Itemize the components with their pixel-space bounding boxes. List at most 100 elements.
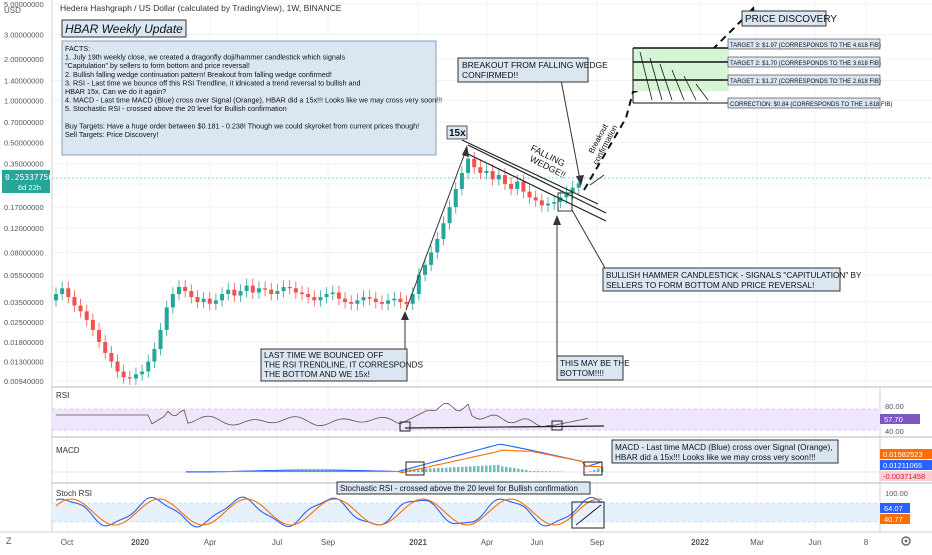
- macd-hist-bar: [425, 469, 428, 472]
- candle-body: [134, 374, 138, 378]
- candle-body: [208, 299, 212, 304]
- candle-body: [472, 159, 476, 167]
- price-tick-label: 0.01300000: [4, 358, 44, 367]
- macd-hist-bar: [533, 471, 536, 472]
- time-tick-label: 2020: [131, 538, 149, 547]
- candle-body: [306, 294, 310, 297]
- candle-body: [497, 175, 501, 179]
- macd-hist-bar: [517, 469, 520, 472]
- price-discovery-label: PRICE DISCOVERY: [745, 14, 837, 25]
- candle-body: [435, 239, 439, 252]
- price-tick-label: 0.17000000: [4, 203, 44, 212]
- bottom-line: BOTTOM!!!!: [560, 369, 604, 378]
- price-tick-label: 0.01800000: [4, 338, 44, 347]
- price-tick-label: 0.00940000: [4, 377, 44, 386]
- candle-body: [97, 330, 101, 342]
- time-tick-label: Sep: [590, 538, 605, 547]
- candle-body: [478, 167, 482, 173]
- bounce-line: LAST TIME WE BOUNCED OFF: [264, 351, 383, 360]
- candle-body: [202, 299, 206, 302]
- candle-body: [282, 287, 286, 291]
- candle-body: [85, 311, 89, 320]
- stoch-note: Stochastic RSI - crossed above the 20 le…: [340, 484, 578, 493]
- macd-hist-bar: [469, 466, 472, 472]
- candle-body: [165, 307, 169, 330]
- macd-label: MACD: [56, 446, 80, 455]
- macd-hist-bar: [477, 466, 480, 472]
- rsi-label: RSI: [56, 391, 69, 400]
- candle-body: [318, 297, 322, 300]
- stoch-value-1: 64.07: [884, 504, 903, 513]
- candle-body: [116, 362, 120, 372]
- macd-hist-bar: [529, 471, 532, 472]
- candle-body: [325, 294, 329, 297]
- candle-body: [152, 349, 156, 361]
- candle-body: [275, 291, 279, 294]
- price-tick-label: 0.08000000: [4, 248, 44, 257]
- candle-body: [546, 204, 550, 206]
- macd-value-3: -0.00371458: [883, 472, 925, 481]
- time-tick-label: Mar: [750, 538, 764, 547]
- macd-hist-bar: [537, 471, 540, 472]
- stoch-value-2: 40.77: [884, 515, 903, 524]
- candle-body: [528, 192, 532, 198]
- rsi-tick-40: 40.00: [885, 427, 904, 436]
- macd-hist-bar: [449, 467, 452, 472]
- candle-body: [195, 297, 199, 302]
- candle-body: [54, 294, 58, 300]
- candle-body: [220, 294, 224, 300]
- time-tick-label: Apr: [481, 538, 494, 547]
- hammer-line: BULLISH HAMMER CANDLESTICK - SIGNALS "CA…: [606, 271, 862, 280]
- macd-note-line: MACD - Last time MACD (Blue) cross over …: [615, 443, 832, 452]
- price-tick-label: 1.00000000: [4, 97, 44, 106]
- macd-hist-bar: [509, 468, 512, 473]
- macd-hist-bar: [501, 466, 504, 472]
- facts-line: Sell Targets: Price Discovery!: [65, 130, 158, 139]
- macd-hist-bar: [593, 470, 596, 472]
- candle-body: [257, 288, 261, 292]
- candle-body: [226, 290, 230, 294]
- candle-body: [362, 297, 366, 300]
- currency-label: USD: [4, 6, 21, 15]
- rsi-tick-80: 80.00: [885, 402, 904, 411]
- candle-body: [441, 223, 445, 239]
- price-tick-label: 0.50000000: [4, 138, 44, 147]
- stoch-tick-100: 100.00: [885, 489, 908, 498]
- macd-hist-bar: [585, 472, 588, 473]
- x15-label: 15x: [449, 128, 466, 139]
- macd-hist-bar: [481, 466, 484, 472]
- candle-body: [189, 291, 193, 297]
- bounce-line: THE RSI TRENDLINE, IT CORRESPONDS: [264, 361, 423, 370]
- macd-value-2: 0.01211065: [883, 461, 922, 470]
- price-tick-label: 2.00000000: [4, 55, 44, 64]
- chart-title: HBAR Weekly Update: [65, 22, 183, 36]
- candle-body: [368, 297, 372, 299]
- time-tick-label: Jun: [809, 538, 822, 547]
- gear-icon-center: [905, 540, 908, 543]
- timezone-icon[interactable]: Z: [6, 536, 12, 546]
- candle-body: [355, 300, 359, 303]
- macd-hist-bar: [497, 465, 500, 472]
- price-tick-label: 0.05500000: [4, 271, 44, 280]
- candle-body: [72, 297, 76, 305]
- rsi-current-value: 57.70: [884, 415, 903, 424]
- macd-hist-bar: [457, 467, 460, 472]
- candle-body: [146, 362, 150, 372]
- candle-body: [448, 207, 452, 223]
- time-tick-label: 8: [864, 538, 869, 547]
- candle-body: [312, 297, 316, 300]
- candle-body: [392, 299, 396, 301]
- breakout-line: BREAKOUT FROM FALLING WEDGE: [462, 60, 608, 70]
- candle-body: [232, 290, 236, 296]
- time-tick-label: 2021: [409, 538, 427, 547]
- candle-body: [128, 377, 132, 378]
- macd-note-line: HBAR did a 15x!!! Looks like we may cros…: [615, 453, 816, 462]
- time-tick-label: Sep: [321, 538, 336, 547]
- candle-body: [343, 299, 347, 302]
- target-label: TARGET 2: $1.70 (CORRESPONDS TO THE 3.61…: [730, 61, 881, 67]
- target-label: TARGET 3: $1.97 (CORRESPONDS TO THE 4.61…: [730, 43, 881, 49]
- macd-hist-bar: [589, 471, 592, 472]
- macd-hist-bar: [505, 467, 508, 472]
- macd-hist-bar: [549, 471, 552, 472]
